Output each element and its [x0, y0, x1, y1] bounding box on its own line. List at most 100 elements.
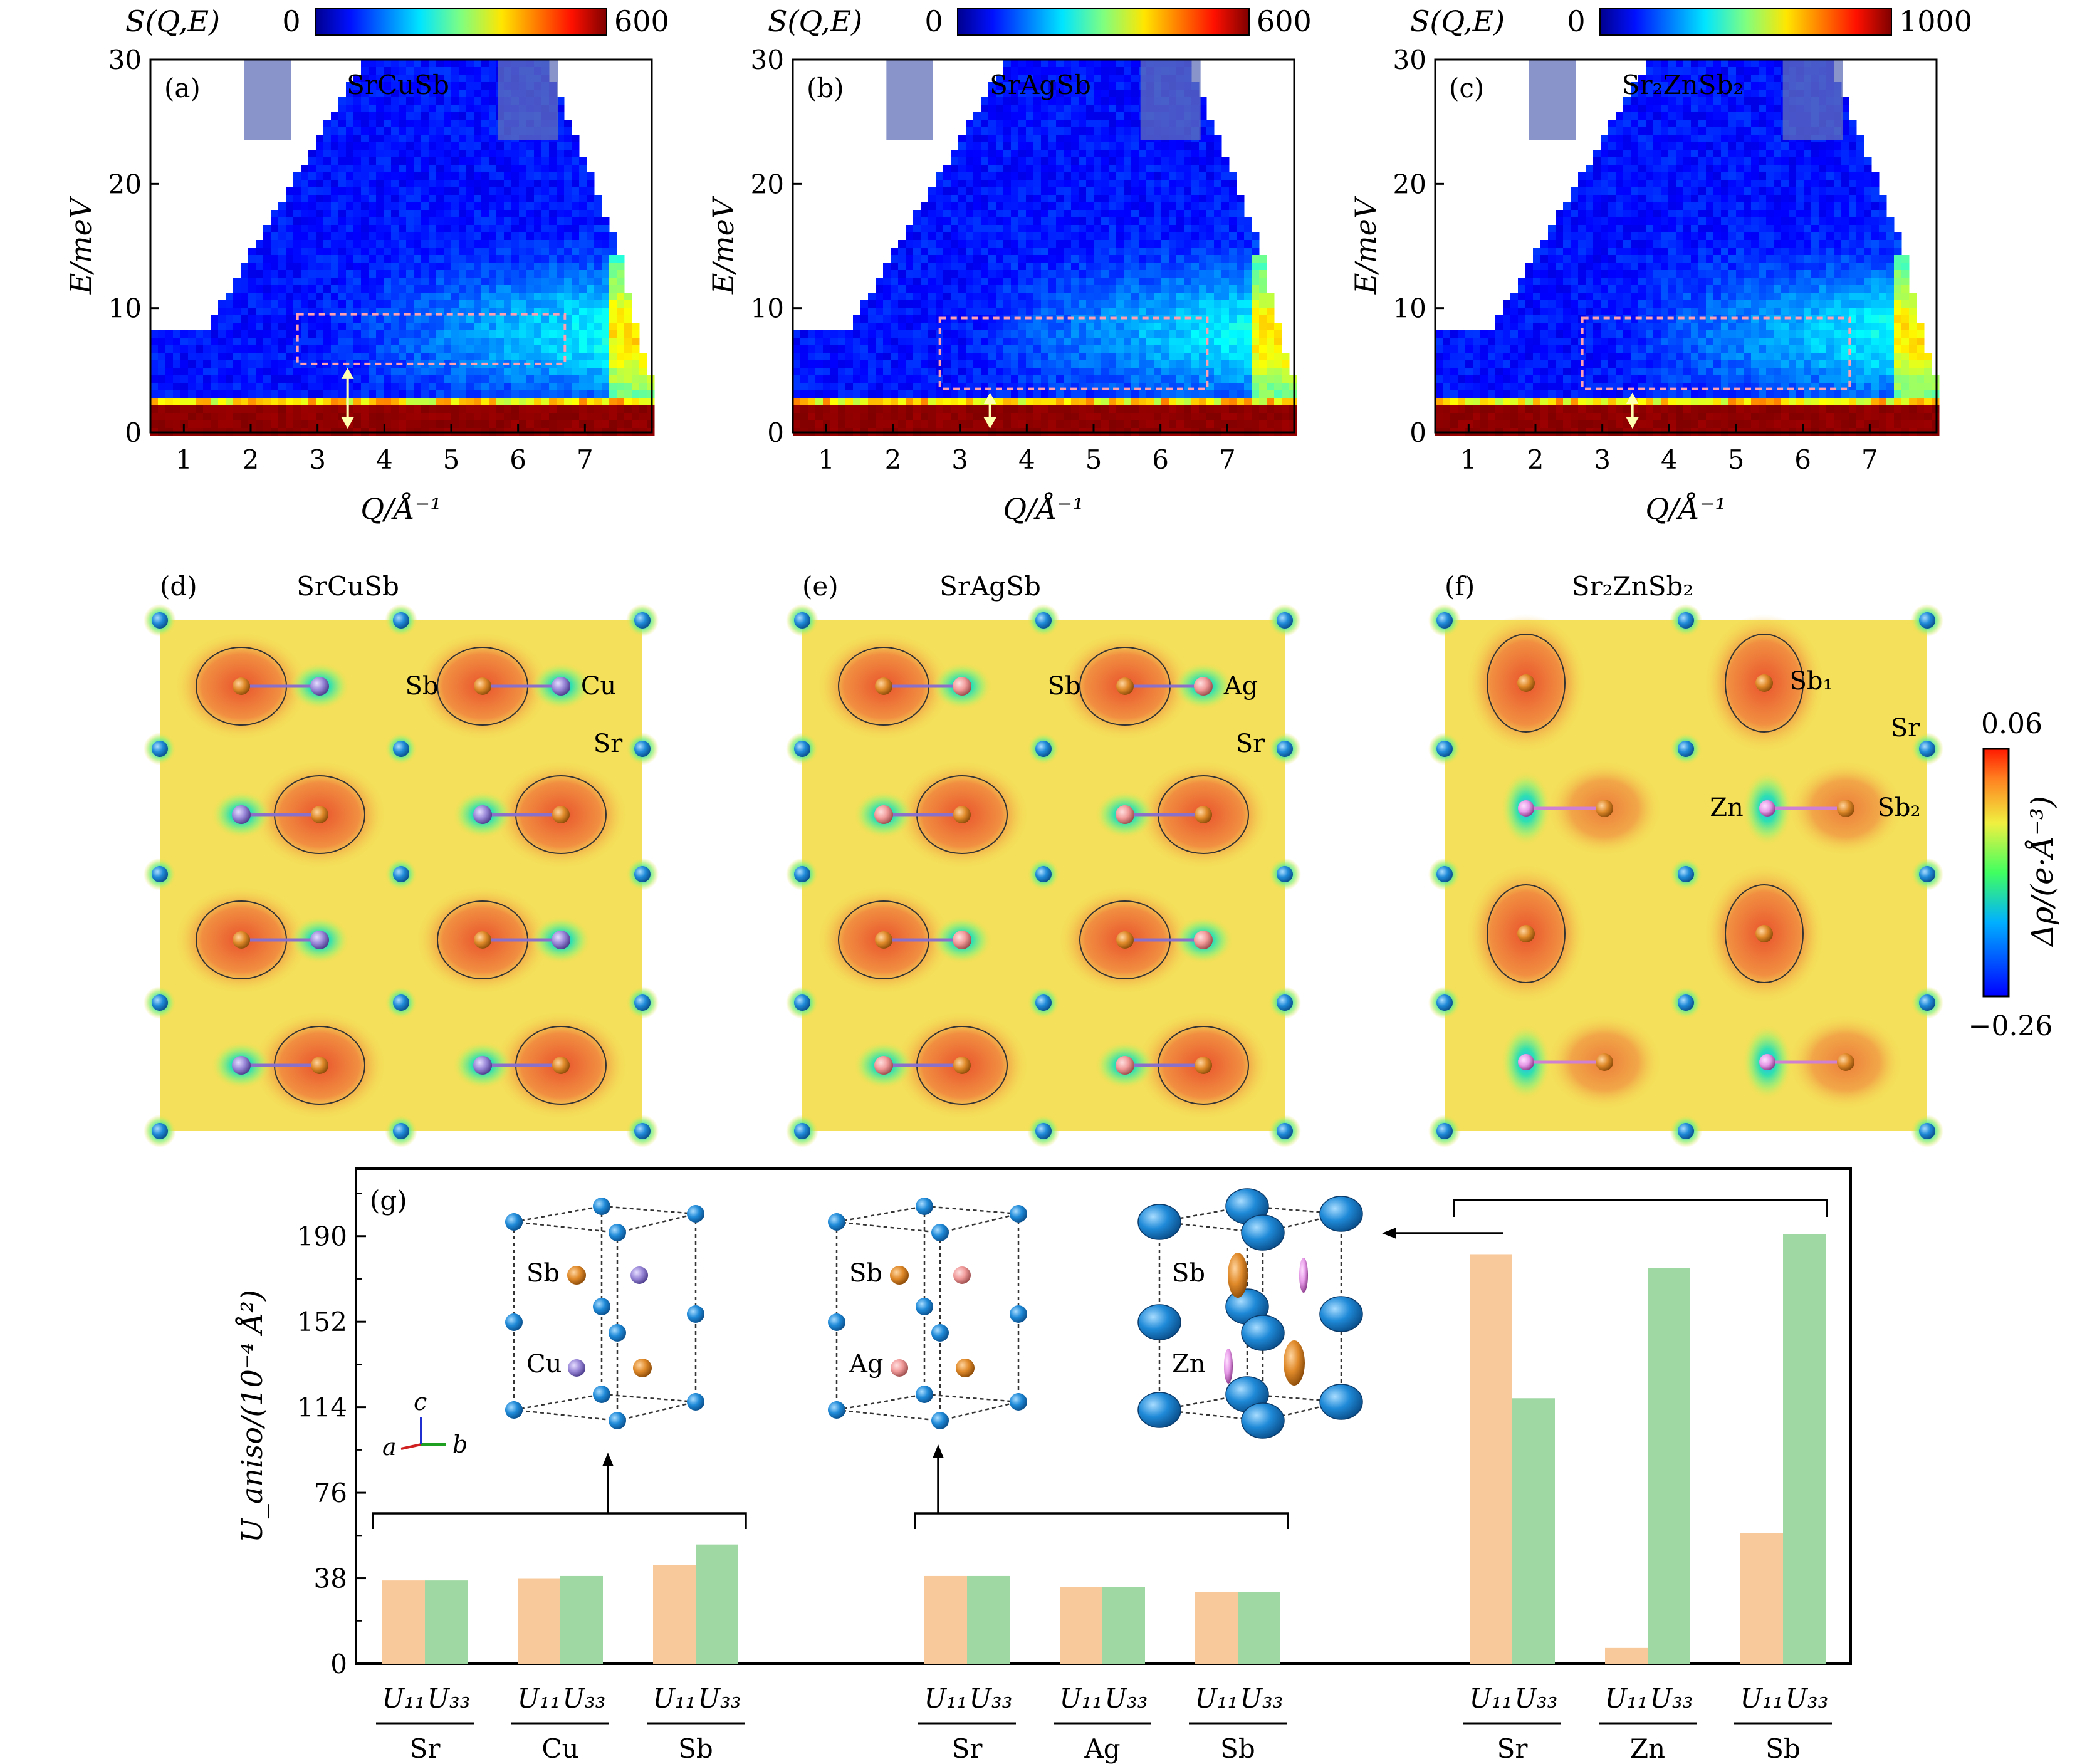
heatmap-cell [436, 75, 444, 83]
heatmap-cell [256, 278, 264, 286]
heatmap-cell [474, 225, 482, 233]
heatmap-cell [1161, 165, 1169, 173]
heatmap-cell [173, 353, 181, 361]
heatmap-cell [1041, 293, 1049, 301]
heatmap-cell [973, 187, 981, 196]
heatmap-cell [504, 413, 512, 421]
heatmap-cell [913, 255, 921, 263]
cbar-label: S(Q,E) [1410, 4, 1505, 38]
ytick-label: 10 [751, 293, 784, 324]
heatmap-cell [1056, 210, 1064, 218]
heatmap-cell [1206, 420, 1215, 429]
heatmap-cell [1056, 323, 1064, 331]
heatmap-cell [474, 240, 482, 248]
heatmap-cell [1116, 285, 1124, 293]
heatmap-cell [1033, 120, 1042, 128]
heatmap-cell [323, 375, 332, 384]
heatmap-cell [572, 210, 580, 218]
heatmap-cell [1214, 225, 1222, 233]
heatmap-cell [966, 240, 974, 248]
heatmap-cell [534, 375, 542, 384]
heatmap-cell [361, 285, 369, 293]
heatmap-cell [906, 308, 914, 316]
heatmap-cell [1146, 420, 1154, 429]
heatmap-cell [594, 278, 602, 286]
heatmap-cell [481, 232, 489, 241]
heatmap-cell [286, 240, 294, 248]
heatmap-cell [323, 135, 332, 143]
heatmap-cell [526, 172, 535, 180]
heatmap-cell [361, 112, 369, 120]
heatmap-cell [1214, 217, 1222, 226]
heatmap-cell [1071, 82, 1079, 90]
heatmap-cell [376, 353, 384, 361]
heatmap-cell [248, 278, 256, 286]
heatmap-cell [876, 353, 884, 361]
heatmap-cell [466, 97, 474, 105]
heatmap-cell [587, 210, 595, 218]
heatmap-cell [481, 293, 489, 301]
heatmap-cell [1033, 248, 1042, 256]
heatmap-cell [1101, 308, 1109, 316]
heatmap-cell [1199, 330, 1207, 338]
heatmap-cell [853, 345, 861, 353]
heatmap-cell [504, 180, 512, 188]
heatmap-cell [1086, 90, 1094, 98]
heatmap-cell [338, 390, 347, 399]
heatmap-cell [1184, 157, 1192, 165]
heatmap-cell [609, 255, 617, 263]
heatmap-cell [248, 353, 256, 361]
heatmap-cell [891, 383, 899, 391]
heatmap-cell [353, 300, 362, 308]
heatmap-cell [1101, 293, 1109, 301]
heatmap-cell [587, 308, 595, 316]
heatmap-cell [429, 413, 437, 421]
heatmap-cell [1086, 60, 1094, 68]
heatmap-cell [1435, 383, 1443, 391]
heatmap-cell [481, 67, 489, 75]
heatmap-cell [1003, 360, 1012, 368]
heatmap-cell [496, 180, 505, 188]
heatmap-cell [1161, 293, 1169, 301]
heatmap-cell [489, 345, 497, 353]
heatmap-cell [1018, 360, 1027, 368]
heatmap-cell [406, 338, 414, 346]
heatmap-cell [526, 210, 535, 218]
heatmap-cell [459, 353, 467, 361]
heatmap-cell [444, 195, 452, 203]
heatmap-cell [898, 345, 906, 353]
heatmap-cell [1101, 195, 1109, 203]
heatmap-cell [308, 165, 316, 173]
heatmap-cell [1056, 180, 1064, 188]
heatmap-cell [489, 293, 497, 301]
heatmap-cell [466, 112, 474, 120]
heatmap-cell [421, 232, 429, 241]
heatmap-cell [868, 383, 876, 391]
heatmap-cell [1184, 353, 1192, 361]
heatmap-cell [951, 368, 959, 376]
heatmap-cell [489, 285, 497, 293]
heatmap-cell [436, 180, 444, 188]
heatmap-cell [323, 172, 332, 180]
heatmap-cell [883, 360, 891, 368]
heatmap-cell [898, 330, 906, 338]
heatmap-cell [1124, 345, 1132, 353]
heatmap-cell [489, 420, 497, 429]
heatmap-cell [891, 398, 899, 406]
heatmap-cell [534, 398, 542, 406]
heatmap-cell [1146, 217, 1154, 226]
heatmap-cell [928, 398, 936, 406]
y-axis-label: E/meV [706, 195, 740, 295]
heatmap-cell [444, 330, 452, 338]
heatmap-cell [444, 67, 452, 75]
heatmap-cell [369, 405, 377, 414]
heatmap-cell [346, 187, 354, 196]
heatmap-cell [928, 187, 936, 196]
heatmap-cell [361, 67, 369, 75]
heatmap-cell [444, 165, 452, 173]
heatmap-cell [883, 300, 891, 308]
heatmap-cell [459, 67, 467, 75]
heatmap-cell [1161, 323, 1169, 331]
heatmap-cell [1048, 210, 1057, 218]
heatmap-cell [384, 105, 392, 113]
